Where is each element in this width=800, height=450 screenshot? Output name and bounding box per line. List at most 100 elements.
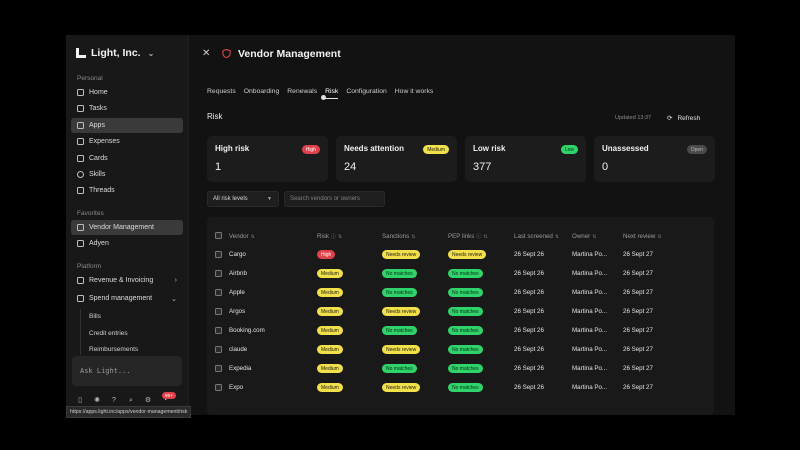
stat-card-count: 377 — [473, 161, 492, 173]
cell-owner: Martina Po... — [572, 327, 608, 334]
sidebar-item-adyen[interactable]: Adyen — [71, 236, 183, 251]
cell-next-review: 26 Sept 27 — [623, 270, 653, 277]
stat-card-high-risk[interactable]: High risk High 1 — [207, 136, 328, 182]
sort-icon: ⇅ — [250, 233, 255, 240]
chevron-down-icon: ⌄ — [171, 295, 177, 303]
stat-card-low-risk[interactable]: Low risk Low 377 — [465, 136, 586, 182]
tab-onboarding[interactable]: Onboarding — [243, 88, 280, 95]
app-window: Light, Inc. ⌄ Personal Home Tasks Apps E… — [66, 35, 735, 415]
close-icon[interactable]: ✕ — [202, 48, 211, 59]
column-header-pep-links[interactable]: PEP links ⓘ ⇅ — [448, 232, 488, 240]
sort-icon: ⇅ — [554, 233, 560, 240]
column-header-risk[interactable]: Risk ⓘ ⇅ — [317, 232, 343, 240]
table-row[interactable]: Argos Medium Needs review No matches 26 Sept… — [207, 302, 714, 321]
sidebar-subitem-bills[interactable]: Bills — [89, 313, 101, 320]
pep-badge: No matches — [448, 383, 483, 392]
cell-vendor: Cargo — [229, 251, 246, 258]
sidebar-item-vendor-management[interactable]: Vendor Management — [71, 220, 183, 235]
column-header-sanctions[interactable]: Sanctions ⇅ — [382, 232, 416, 240]
cell-pep: No matches — [448, 340, 514, 359]
sidebar-item-skills[interactable]: Skills — [71, 167, 183, 182]
cell-pep: No matches — [448, 321, 514, 340]
tab-bar: Requests Onboarding Renewals Risk Config… — [207, 88, 434, 99]
cell-next-review: 26 Sept 27 — [623, 384, 653, 391]
sort-icon: ⇅ — [483, 233, 488, 240]
cell-sanctions: No matches — [382, 359, 448, 378]
stat-card-needs-attention[interactable]: Needs attention Medium 24 — [336, 136, 457, 182]
search-input[interactable]: Search vendors or owners — [284, 191, 385, 207]
search-icon[interactable]: ⌕ — [129, 397, 133, 404]
panel-toggle-icon[interactable]: ▯ — [78, 397, 82, 404]
cell-owner: Martina Po... — [572, 346, 608, 353]
risk-badge: Medium — [317, 345, 343, 354]
light-logo-icon — [76, 48, 86, 58]
column-header-next-review[interactable]: Next review ⇅ — [623, 232, 662, 240]
row-checkbox[interactable] — [215, 364, 222, 372]
table-row[interactable]: Expo Medium Needs review No matches 26 Sept … — [207, 378, 714, 397]
sidebar-item-apps[interactable]: Apps — [71, 118, 183, 133]
row-checkbox[interactable] — [215, 269, 222, 277]
cell-sanctions: No matches — [382, 321, 448, 340]
table-row[interactable]: Apple Medium No matches No matches 26 Sept 2… — [207, 283, 714, 302]
tasks-icon — [77, 105, 84, 112]
stat-card-unassessed[interactable]: Unassessed Open 0 — [594, 136, 715, 182]
sidebar-item-label: Revenue & Invoicing — [89, 277, 154, 284]
pep-badge: No matches — [448, 269, 483, 278]
column-header-owner[interactable]: Owner ⇅ — [572, 232, 597, 240]
section-label-platform: Platform — [77, 263, 102, 270]
cell-risk: Medium — [317, 378, 382, 397]
org-switcher[interactable]: Light, Inc. ⌄ — [76, 47, 154, 59]
cell-risk: High — [317, 245, 382, 264]
pep-badge: No matches — [448, 288, 483, 297]
cell-next-review: 26 Sept 27 — [623, 251, 653, 258]
table-row[interactable]: Expedia Medium No matches No matches 26 Sept… — [207, 359, 714, 378]
sidebar-item-threads[interactable]: Threads — [71, 183, 183, 198]
tab-how-it-works[interactable]: How it works — [394, 88, 434, 95]
table-row[interactable]: Booking.com Medium No matches No matches 26 … — [207, 321, 714, 340]
sanctions-badge: Needs review — [382, 345, 421, 354]
cards-icon — [77, 155, 84, 162]
row-checkbox[interactable] — [215, 288, 222, 296]
sidebar-item-cards[interactable]: Cards — [71, 151, 183, 166]
column-header-last-screened[interactable]: Last screened ⇅ — [514, 232, 560, 240]
tab-configuration[interactable]: Configuration — [346, 88, 387, 95]
row-checkbox[interactable] — [215, 383, 222, 391]
sidebar-item-home[interactable]: Home — [71, 85, 183, 100]
row-checkbox[interactable] — [215, 345, 222, 353]
pep-badge: No matches — [448, 364, 483, 373]
row-checkbox[interactable] — [215, 250, 222, 258]
sidebar-item-tasks[interactable]: Tasks — [71, 101, 183, 116]
settings-icon[interactable]: ⚙ — [144, 397, 152, 404]
help-icon[interactable]: ? — [112, 397, 116, 404]
table-row[interactable]: Airbnb Medium No matches No matches 26 Sept … — [207, 264, 714, 283]
ask-light-input[interactable]: Ask Light... — [72, 356, 182, 386]
table-row[interactable]: claude Medium Needs review No matches 26 Sep… — [207, 340, 714, 359]
tab-renewals[interactable]: Renewals — [287, 88, 318, 95]
sidebar-item-revenue[interactable]: Revenue & Invoicing › — [71, 273, 183, 288]
column-header-vendor[interactable]: Vendor ⇅ — [229, 232, 255, 240]
risk-level-select[interactable]: All risk levels ▼ — [207, 191, 279, 207]
row-checkbox[interactable] — [215, 307, 222, 315]
sidebar-item-expenses[interactable]: Expenses — [71, 134, 183, 149]
sidebar-item-spend[interactable]: Spend management ⌄ — [71, 291, 183, 306]
tab-risk[interactable]: Risk — [325, 88, 339, 99]
select-all-checkbox[interactable] — [215, 232, 222, 240]
tab-requests[interactable]: Requests — [207, 88, 236, 95]
sidebar-subitem-credit-entries[interactable]: Credit entries — [89, 330, 128, 337]
bell-icon[interactable]: ◔ — [162, 397, 168, 404]
cell-owner: Martina Po... — [572, 289, 608, 296]
section-label-personal: Personal — [77, 75, 103, 82]
sidebar-subitem-reimbursements[interactable]: Reimbursements — [89, 346, 139, 353]
sanctions-badge: No matches — [382, 326, 417, 335]
table-row[interactable]: Cargo High Needs review Needs review 26 Sept… — [207, 245, 714, 264]
refresh-button[interactable]: ⟳ Refresh — [667, 114, 700, 123]
cell-risk: Medium — [317, 302, 382, 321]
cell-sanctions: Needs review — [382, 378, 448, 397]
cell-next-review: 26 Sept 27 — [623, 365, 653, 372]
sun-icon[interactable]: ✺ — [94, 397, 100, 404]
sidebar-item-label: Spend management — [89, 295, 153, 302]
cell-sanctions: No matches — [382, 264, 448, 283]
chevron-down-icon: ▼ — [267, 196, 272, 202]
info-icon: ⓘ — [331, 233, 337, 240]
row-checkbox[interactable] — [215, 326, 222, 334]
